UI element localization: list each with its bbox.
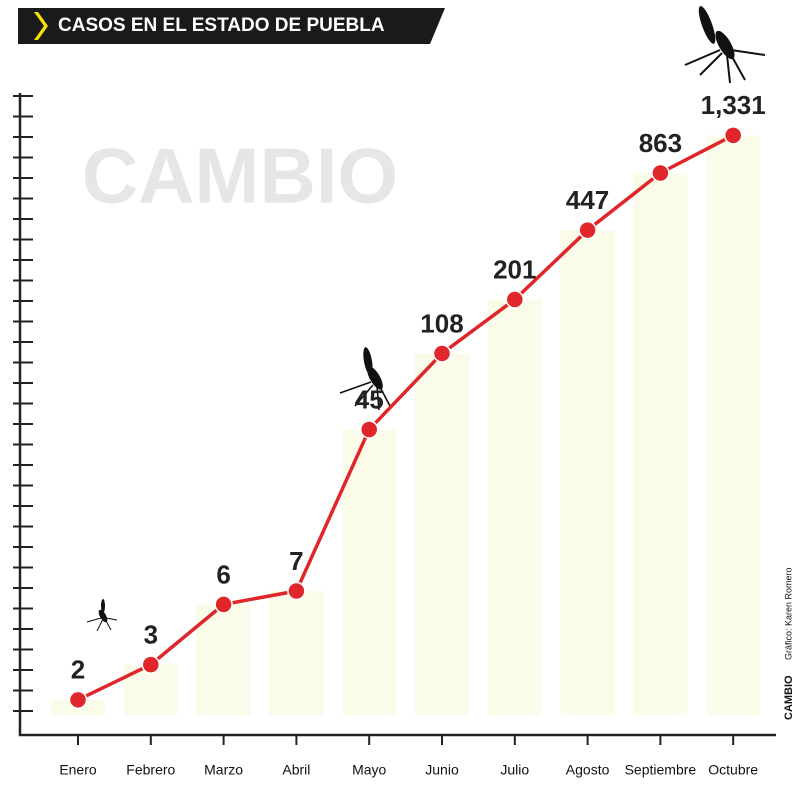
- background-column: [196, 604, 251, 715]
- mosquito-icons: [86, 6, 766, 632]
- line: [77, 133, 735, 702]
- point: [505, 290, 525, 309]
- background-columns: [51, 135, 761, 715]
- point: [432, 344, 452, 363]
- data-label: 7: [289, 546, 303, 576]
- background-column: [342, 429, 397, 715]
- title-bar: [18, 8, 445, 44]
- point: [578, 220, 597, 240]
- credit-block: CAMBIO Gráfico: Karen Romero: [783, 567, 795, 720]
- background-column: [560, 230, 615, 715]
- data-label: 3: [144, 619, 158, 649]
- point: [723, 126, 743, 145]
- point: [359, 420, 379, 439]
- x-tick-label: Abril: [282, 762, 310, 778]
- point: [68, 690, 88, 710]
- background-column: [633, 172, 688, 715]
- credit: Gráfico: Karen Romero: [783, 567, 793, 660]
- x-tick-label: Febrero: [126, 762, 175, 778]
- mosquito: [339, 347, 392, 411]
- point: [214, 595, 233, 614]
- x-tick-label: Junio: [425, 762, 459, 778]
- data-label: 45: [355, 384, 384, 414]
- x-tick-label: Octubre: [708, 762, 758, 778]
- point: [287, 581, 306, 601]
- chart-title: CASOS EN EL ESTADO DE PUEBLA: [58, 15, 385, 36]
- x-tick-label: Julio: [500, 762, 529, 778]
- title-chevron: [34, 12, 48, 40]
- data-label: 201: [493, 254, 536, 284]
- x-tick-label: Enero: [59, 762, 97, 778]
- credit-brand: CAMBIO: [783, 675, 795, 720]
- background-column: [706, 135, 761, 715]
- mosquito: [684, 6, 766, 84]
- data-label: 108: [420, 308, 463, 338]
- data-label: 6: [216, 559, 230, 589]
- data-label: 2: [71, 655, 85, 685]
- x-tick-label: Septiembre: [625, 762, 697, 778]
- point: [141, 655, 161, 674]
- x-tick-label: Marzo: [204, 762, 243, 778]
- watermark: CAMBIO: [82, 132, 398, 220]
- data-label: 1,331: [701, 90, 766, 120]
- background-column: [269, 591, 324, 715]
- data-label: 863: [639, 128, 682, 158]
- background-column: [487, 299, 542, 715]
- x-tick-label: Mayo: [352, 762, 386, 778]
- axis-ticks: [13, 95, 33, 712]
- mosquito: [86, 599, 118, 632]
- point: [651, 163, 670, 183]
- background-column: [415, 353, 469, 715]
- data-label: 447: [566, 185, 609, 215]
- x-tick-label: Agosto: [566, 762, 610, 778]
